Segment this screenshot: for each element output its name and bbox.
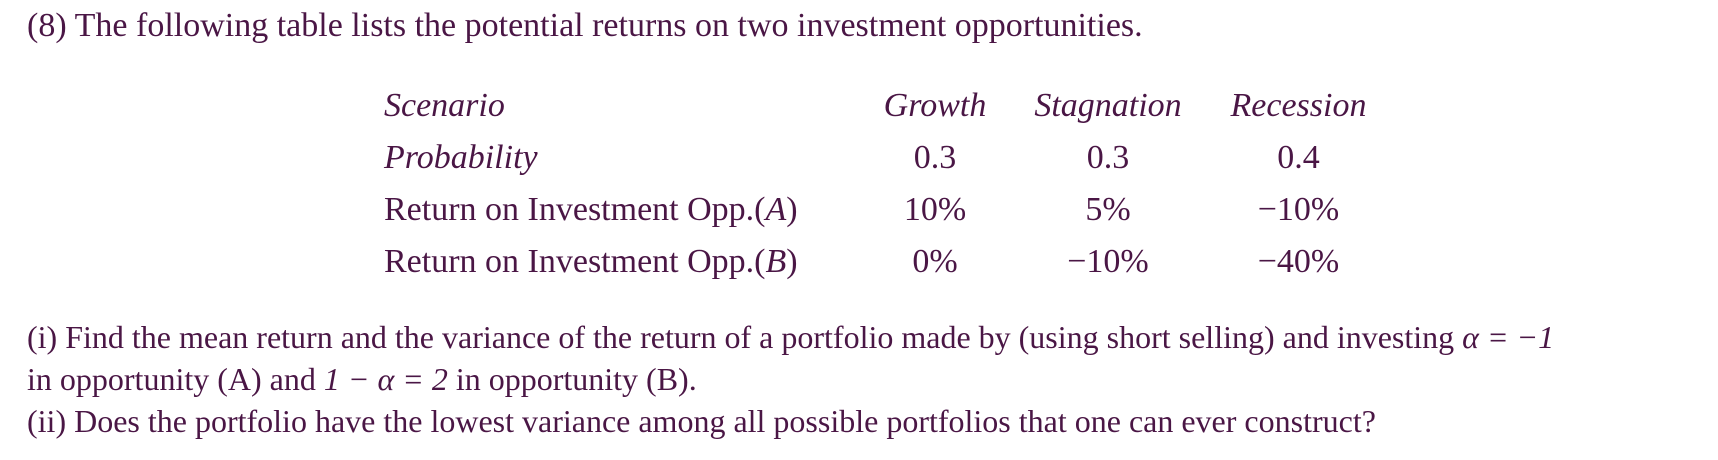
row-label-var: B	[765, 243, 787, 280]
header-growth: Growth	[883, 87, 987, 124]
table-cell: −40%	[1257, 243, 1340, 280]
table-cell: 0.3	[1086, 139, 1130, 176]
header-label: Scenario	[384, 87, 505, 124]
question-ii: (ii) Does the portfolio have the lowest …	[27, 403, 1376, 439]
table-header-row: Scenario Growth Stagnation Recession	[384, 80, 1391, 132]
table-cell: 10%	[903, 191, 967, 228]
table-row-probability: Probability 0.3 0.3 0.4	[384, 132, 1391, 184]
table-cell: 5%	[1085, 191, 1131, 228]
table-row-return-a: Return on Investment Opp.(A) 10% 5% −10%	[384, 184, 1391, 236]
row-label-suffix: )	[786, 191, 798, 228]
row-label: Return on Investment Opp.(B)	[384, 236, 860, 288]
questions-block: (i) Find the mean return and the varianc…	[27, 316, 1554, 442]
table-cell: 0.4	[1277, 139, 1320, 176]
one-minus-alpha-expression: 1 − α = 2	[323, 361, 448, 397]
row-label: Return on Investment Opp.(A)	[384, 184, 860, 236]
row-label-prefix: Return on Investment Opp.(	[384, 243, 766, 280]
problem-intro: (8) The following table lists the potenti…	[27, 6, 1143, 46]
returns-table: Scenario Growth Stagnation Recession Pro…	[384, 80, 1391, 288]
alpha-expression: α = −1	[1462, 319, 1555, 355]
problem-intro-text: The following table lists the potential …	[74, 7, 1143, 44]
question-i-line-2: in opportunity (A) and 1 − α = 2 in oppo…	[27, 358, 1554, 400]
question-i-text-end: in opportunity (B).	[447, 361, 697, 397]
question-i-text: (i) Find the mean return and the varianc…	[27, 319, 1463, 355]
row-label: Probability	[384, 139, 538, 176]
table-cell: 0.3	[913, 139, 957, 176]
question-i-line-1: (i) Find the mean return and the varianc…	[27, 316, 1554, 358]
table-cell: 0%	[912, 243, 958, 280]
question-i-text-cont: in opportunity (A) and	[27, 361, 324, 397]
row-label-suffix: )	[786, 243, 798, 280]
problem-number: (8)	[27, 7, 67, 44]
table-cell: −10%	[1067, 243, 1149, 280]
row-label-var: A	[765, 191, 787, 228]
table-cell: −10%	[1257, 191, 1340, 228]
header-stagnation: Stagnation	[1034, 87, 1182, 124]
header-recession: Recession	[1230, 87, 1367, 124]
row-label-prefix: Return on Investment Opp.(	[384, 191, 766, 228]
table-row-return-b: Return on Investment Opp.(B) 0% −10% −40…	[384, 236, 1391, 288]
